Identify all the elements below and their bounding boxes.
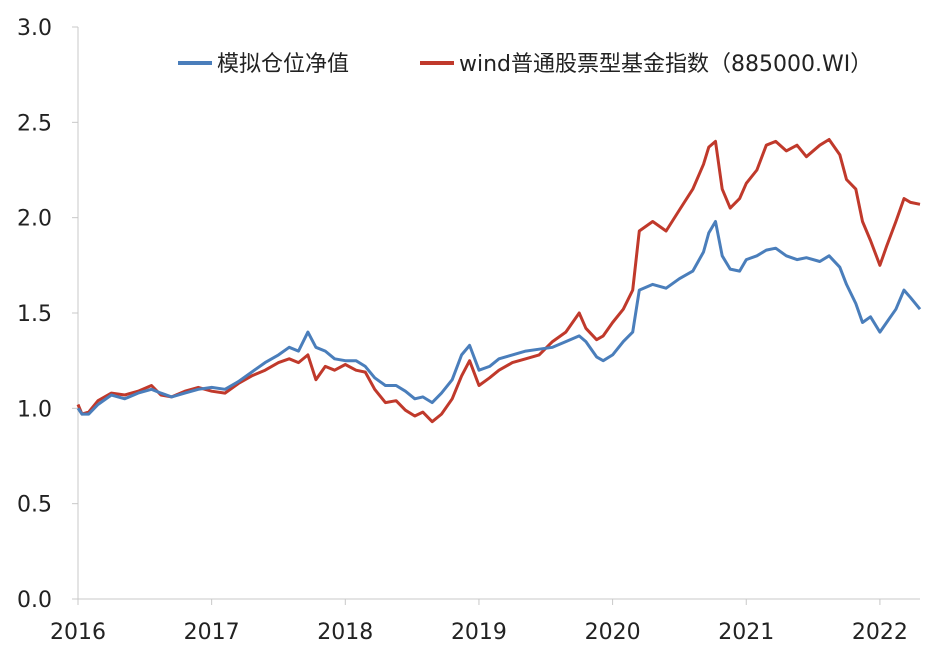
y-tick-label: 1.5 bbox=[17, 302, 52, 327]
x-tick-label: 2017 bbox=[184, 620, 240, 645]
y-tick-label: 2.5 bbox=[17, 111, 52, 136]
x-tick-label: 2020 bbox=[585, 620, 641, 645]
legend-label-nav: 模拟仓位净值 bbox=[217, 52, 349, 77]
x-tick-label: 2018 bbox=[317, 620, 373, 645]
series-line-index bbox=[76, 138, 921, 424]
x-tick-label: 2021 bbox=[718, 620, 774, 645]
x-axis: 2016 2017 2018 2019 2020 2021 2022 bbox=[50, 598, 920, 645]
x-axis-ticks: 2016 2017 2018 2019 2020 2021 2022 bbox=[50, 599, 908, 645]
x-tick-label: 2019 bbox=[451, 620, 507, 645]
series-layer bbox=[76, 138, 922, 424]
legend-label-index: wind普通股票型基金指数（885000.WI） bbox=[459, 52, 872, 77]
x-tick-label: 2022 bbox=[852, 620, 908, 645]
y-tick-label: 3.0 bbox=[17, 16, 52, 41]
x-tick-label: 2016 bbox=[50, 620, 106, 645]
y-axis-ticks: 0.0 0.5 1.0 1.5 2.0 2.5 3.0 bbox=[17, 16, 78, 613]
y-tick-label: 0.5 bbox=[17, 493, 52, 518]
y-tick-label: 0.0 bbox=[17, 588, 52, 613]
series-line-nav bbox=[76, 220, 922, 416]
y-axis: 0.0 0.5 1.0 1.5 2.0 2.5 3.0 bbox=[17, 16, 79, 613]
y-tick-label: 1.0 bbox=[17, 397, 52, 422]
legend: 模拟仓位净值 wind普通股票型基金指数（885000.WI） bbox=[178, 52, 872, 77]
y-tick-label: 2.0 bbox=[17, 207, 52, 232]
